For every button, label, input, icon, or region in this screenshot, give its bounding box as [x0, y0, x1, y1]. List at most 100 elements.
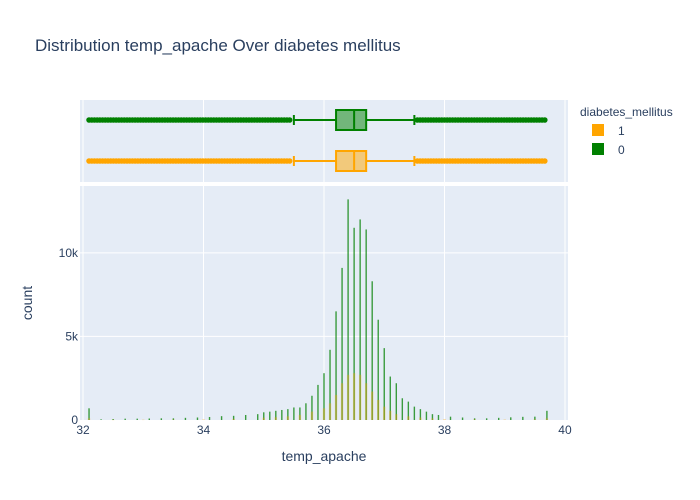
box-plots: [86, 109, 548, 172]
x-tick-label: 40: [558, 423, 572, 437]
histogram-bar-1: [286, 416, 290, 420]
outlier-point: [286, 117, 293, 123]
histogram-bar-0: [269, 411, 271, 420]
histogram-bar-1: [111, 419, 115, 421]
histogram-bar-0: [287, 409, 289, 420]
histogram-bar-0: [244, 414, 247, 420]
histogram-bar-1: [322, 408, 326, 420]
histogram-bar-0: [305, 403, 307, 420]
histogram-bar-0: [485, 418, 488, 420]
histogram-bar-1: [142, 419, 145, 421]
histogram-bar-0: [184, 417, 187, 420]
histogram-bar-1: [346, 374, 350, 420]
histogram-bar-0: [407, 401, 410, 420]
histogram-bar-1: [377, 399, 380, 420]
histogram-bar-0: [257, 414, 259, 420]
histogram-bar-1: [172, 419, 175, 420]
histogram-bar-1: [533, 419, 537, 420]
x-tick-label: 32: [76, 423, 90, 437]
histogram-bar-0: [220, 416, 223, 420]
histogram-bar-1: [340, 383, 344, 420]
legend-item[interactable]: 1: [592, 124, 625, 138]
histogram-bar-0: [498, 417, 500, 420]
histogram-bar-0: [329, 349, 331, 420]
histogram-bar-0: [534, 416, 536, 420]
histogram-bar-0: [208, 416, 211, 420]
histogram-bar-1: [407, 416, 410, 420]
histogram-bar-0: [124, 418, 126, 420]
histogram-bar-1: [545, 418, 549, 420]
histogram-bar-0: [347, 199, 349, 420]
histogram-bar-1: [328, 403, 332, 420]
histogram-bar-1: [443, 418, 446, 420]
histogram-bar-0: [401, 398, 404, 420]
box-plot-1: [86, 150, 548, 172]
histogram-bar-0: [299, 407, 301, 420]
histogram-bar-0: [431, 414, 434, 420]
histogram-bar-0: [419, 409, 422, 420]
histogram-bar-1: [274, 417, 278, 420]
histogram-bar-0: [546, 410, 548, 420]
histogram-bar-0: [341, 267, 343, 420]
outlier-point: [542, 158, 548, 164]
histogram-bar-0: [383, 348, 385, 420]
histogram-bar-0: [510, 417, 512, 420]
legend-swatch: [592, 143, 604, 155]
histogram-bar-0: [395, 383, 397, 420]
x-tick-label: 38: [438, 423, 452, 437]
histogram-bar-0: [160, 418, 163, 420]
box-plot-0: [86, 109, 548, 131]
histogram-bar-0: [148, 418, 150, 420]
histogram-bar-1: [389, 410, 392, 420]
histogram-bar-0: [136, 418, 138, 420]
y-axis-title: count: [19, 286, 35, 320]
y-axis-ticks: 0 5k 10k: [59, 246, 79, 427]
histogram-bar-1: [358, 374, 362, 420]
histogram-bar-0: [311, 395, 313, 420]
histogram-bar-1: [419, 417, 422, 420]
histogram-bar-0: [172, 418, 175, 420]
histogram-bar-0: [377, 319, 379, 420]
histogram-bar-0: [473, 418, 476, 420]
histogram-bar-0: [353, 227, 355, 420]
histogram-bar-0: [437, 414, 440, 420]
histogram-bar-1: [395, 414, 398, 420]
x-tick-label: 36: [317, 423, 331, 437]
x-axis-title: temp_apache: [282, 448, 367, 464]
histogram-bar-0: [88, 408, 90, 420]
legend-label: 0: [618, 143, 625, 157]
histogram-bar-0: [112, 418, 114, 420]
histogram-bar-0: [371, 281, 373, 420]
histogram-bar-0: [293, 407, 295, 420]
histogram-bar-0: [281, 409, 283, 420]
histogram-bar-0: [365, 229, 367, 420]
histogram-bar-0: [461, 417, 464, 420]
outlier-point: [542, 117, 548, 123]
x-tick-label: 34: [197, 423, 211, 437]
histogram-bar-0: [449, 416, 452, 420]
y-tick-label: 10k: [59, 246, 79, 260]
histogram-bar-0: [522, 416, 524, 420]
histogram-bar-1: [202, 419, 205, 420]
legend: diabetes_mellitus 1 0: [580, 105, 673, 157]
histogram-bar-1: [310, 411, 314, 420]
histogram-bar-1: [262, 417, 265, 420]
histogram-bar-0: [413, 406, 416, 420]
histogram-bar-0: [335, 311, 337, 420]
chart-title: Distribution temp_apache Over diabetes m…: [35, 36, 401, 55]
legend-label: 1: [618, 124, 625, 138]
histogram-bar-1: [383, 406, 386, 420]
histogram-bar-0: [232, 415, 235, 420]
y-tick-label: 5k: [65, 329, 79, 343]
histogram-bar-1: [431, 418, 434, 420]
legend-item[interactable]: 0: [592, 143, 625, 157]
gridlines: [80, 100, 568, 420]
legend-title: diabetes_mellitus: [580, 105, 673, 119]
legend-swatch: [592, 124, 604, 136]
histogram-bar-0: [425, 411, 428, 420]
histogram-bar-0: [317, 384, 319, 420]
x-axis-ticks: 32 34 36 38 40: [76, 423, 572, 437]
histogram-bar-0: [100, 419, 102, 420]
histogram-bar-0: [359, 219, 361, 420]
